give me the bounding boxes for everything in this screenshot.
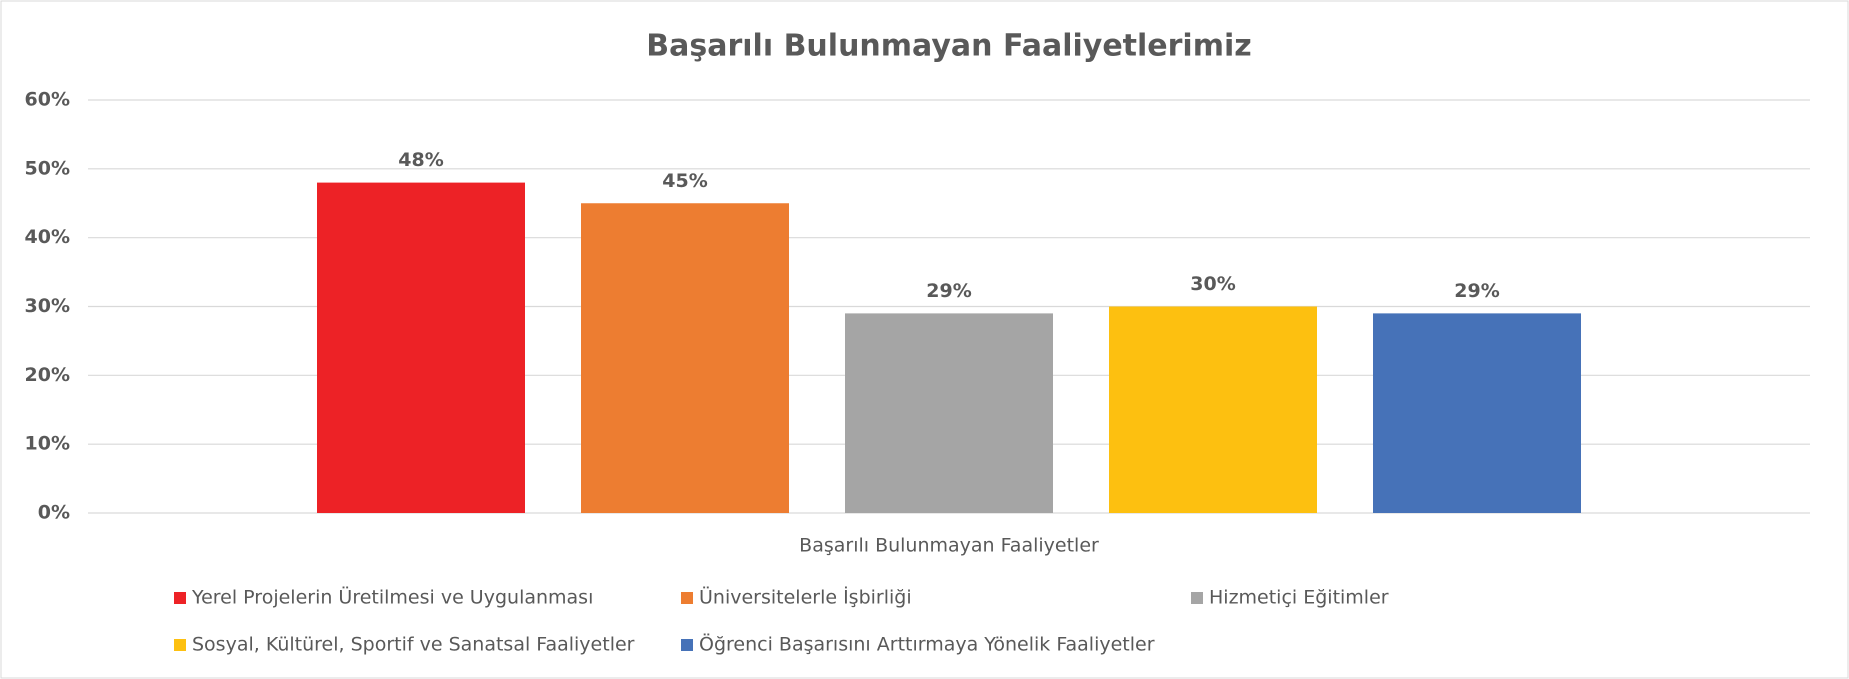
y-tick-label: 40% — [25, 226, 70, 248]
data-label: 30% — [1190, 273, 1235, 295]
legend-label: Sosyal, Kültürel, Sportif ve Sanatsal Fa… — [192, 634, 635, 656]
y-tick-label: 20% — [25, 364, 70, 386]
y-tick-label: 0% — [38, 502, 70, 524]
bar — [1373, 313, 1581, 513]
data-label: 29% — [926, 280, 971, 302]
legend-swatch — [681, 592, 693, 604]
y-tick-label: 60% — [25, 89, 70, 111]
legend-swatch — [1191, 592, 1203, 604]
y-tick-label: 30% — [25, 295, 70, 317]
bar — [1109, 306, 1317, 513]
data-label: 45% — [662, 170, 707, 192]
legend-swatch — [174, 592, 186, 604]
data-label: 29% — [1454, 280, 1499, 302]
legend-label: Üniversitelerle İşbirliği — [699, 586, 912, 609]
legend-swatch — [174, 639, 186, 651]
legend-label: Hizmetiçi Eğitimler — [1209, 587, 1389, 609]
legend-label: Öğrenci Başarısını Arttırmaya Yönelik Fa… — [699, 633, 1155, 656]
x-tick-label: Başarılı Bulunmayan Faaliyetler — [799, 535, 1099, 557]
y-tick-label: 50% — [25, 157, 70, 179]
y-tick-label: 10% — [25, 433, 70, 455]
legend-swatch — [681, 639, 693, 651]
bar — [845, 313, 1053, 513]
data-label: 48% — [398, 149, 443, 171]
legend-label: Yerel Projelerin Üretilmesi ve Uygulanma… — [191, 586, 593, 609]
bar — [581, 203, 789, 513]
chart-title: Başarılı Bulunmayan Faaliyetlerimiz — [646, 29, 1251, 64]
bar — [317, 182, 525, 513]
